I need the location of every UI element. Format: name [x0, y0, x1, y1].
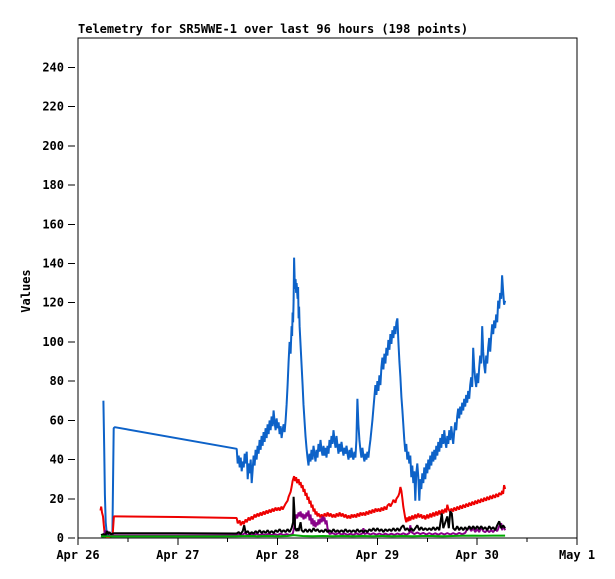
series-line-red: [99, 475, 507, 538]
x-tick-label: Apr 29: [356, 548, 399, 562]
y-tick-label: 240: [42, 60, 64, 74]
y-tick-label: 200: [42, 139, 64, 153]
axes: 0 20 40 60 80 100 120 140 160 180 200 220 240 Apr 26 A…: [42, 37, 595, 562]
x-tick-label: May 1: [559, 548, 595, 562]
y-tick-label: 160: [42, 217, 64, 231]
series-line-green: [101, 534, 506, 538]
data-series: [99, 257, 507, 538]
x-tick-label: Apr 27: [156, 548, 199, 562]
chart-title: Telemetry for SR5WWE-1 over last 96 hour…: [78, 22, 468, 36]
series-line-blue: [102, 257, 507, 537]
y-tick-label: 180: [42, 178, 64, 192]
x-tick-label: Apr 28: [256, 548, 299, 562]
y-tick-label: 40: [50, 453, 64, 467]
x-tick-label: Apr 26: [56, 548, 99, 562]
y-tick-label: 140: [42, 256, 64, 270]
y-tick-label: 60: [50, 413, 64, 427]
y-tick-label: 100: [42, 335, 64, 349]
series-line-purple: [100, 510, 507, 538]
y-axis-title: Values: [19, 269, 33, 312]
y-tick-label: 120: [42, 296, 64, 310]
x-tick-label: Apr 30: [456, 548, 499, 562]
y-tick-label: 220: [42, 100, 64, 114]
y-tick-label: 0: [57, 531, 64, 545]
y-tick-label: 20: [50, 492, 64, 506]
y-tick-label: 80: [50, 374, 64, 388]
series-line-black: [100, 496, 506, 537]
